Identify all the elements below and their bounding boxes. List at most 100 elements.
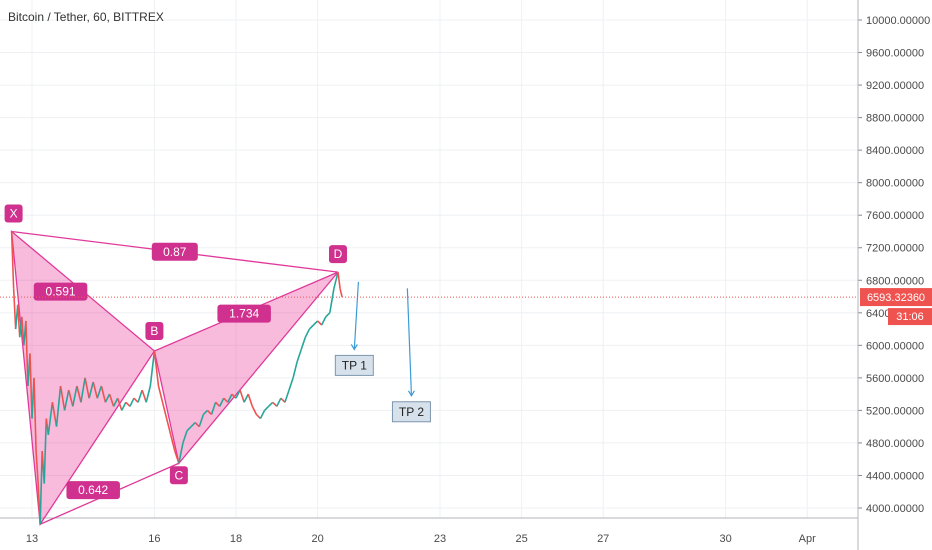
price-segment [210,402,217,415]
ratio-text: 0.642 [78,483,108,497]
price-segment [227,393,233,403]
price-segment [215,401,221,407]
annotations[interactable]: X B C D 0.87 0.591 1.734 0.642 6593.32360 31:06 TP… [0,204,932,500]
price-segment [153,350,160,387]
price-segment [251,405,258,415]
price-segment [304,328,311,338]
price-segment [100,385,107,403]
y-tick-label: 6800.00000 [866,275,924,287]
pattern-point-badge [169,466,188,485]
current-price-label: 6593.32360 [867,292,925,304]
x-tick-label: 13 [26,533,38,545]
price-segment [59,385,66,411]
x-tick-label: 25 [515,533,527,545]
y-tick-label: 4400.00000 [866,470,924,482]
price-axis[interactable]: 4000.00000 4400.00000 4800.00000 5200.00000… [857,0,930,550]
y-tick-label: 5600.00000 [866,373,924,385]
x-tick-label: 30 [719,533,731,545]
price-segment [169,434,176,452]
price-segment [312,320,319,326]
price-segment [161,402,168,419]
price-segment [10,231,15,289]
target-label: TP 1 [342,358,367,372]
x-tick-label: Apr [799,533,816,545]
y-tick-label: 6000.00000 [866,340,924,352]
price-segment [16,304,21,338]
pattern-point-b[interactable]: B [145,322,164,341]
price-segment [243,393,249,403]
pattern-point-badge [4,204,23,223]
price-segment [12,288,17,330]
price-segment [268,401,274,407]
price-segment [55,385,62,427]
grid [0,0,858,518]
pattern-point-x[interactable]: X [4,204,23,223]
price-segment [325,312,331,318]
price-segment [149,350,156,387]
target-box [391,401,431,423]
price-segment [116,397,123,411]
price-segment [231,393,237,399]
price-segment [29,353,33,419]
ratio-label[interactable]: 0.642 [66,481,120,500]
price-segment [235,389,241,399]
price-segment [308,324,315,330]
price-segment [104,393,111,403]
x-tick-label: 18 [230,533,242,545]
ratio-badge [151,242,198,261]
x-tick-label: 16 [148,533,160,545]
pattern-point-d[interactable]: D [329,245,347,264]
pattern-triangle-xab[interactable] [10,229,156,527]
price-segment [247,393,254,407]
y-tick-label: 10000.00000 [866,15,930,27]
y-tick-label: 9200.00000 [866,80,924,92]
price-segment [137,389,143,403]
price-segment [206,409,213,416]
pattern-point-badge [329,245,347,264]
pattern-point-badge [145,322,164,341]
price-segment [145,385,152,403]
pattern-point-label: B [150,324,158,338]
price-segment [317,320,323,326]
pattern-triangle-bcd[interactable] [153,271,339,465]
y-tick-label: 4000.00000 [866,503,924,515]
pattern-point-c[interactable]: C [169,466,188,485]
ratio-label[interactable]: 0.591 [33,282,88,301]
ratio-label[interactable]: 1.734 [217,304,271,323]
target-label: TP 2 [399,405,424,419]
ratio-text: 1.734 [229,307,259,321]
price-segment [67,389,74,407]
target-1[interactable]: TP 1 [334,281,374,376]
y-tick-label: 8000.00000 [866,178,924,190]
price-segment [51,402,58,427]
price-segment [133,397,139,403]
price-segment [157,385,164,403]
y-tick-label: 4800.00000 [866,438,924,450]
chart-title: Bitcoin / Tether, 60, BITTREX [8,10,164,24]
price-segment [333,271,339,289]
pattern-point-label: C [175,468,184,482]
price-segment [80,377,86,403]
ratio-label[interactable]: 0.87 [151,242,198,261]
price-segment [129,397,135,407]
price-segment [272,401,278,407]
price-segment [223,397,229,403]
price-segment [76,385,82,403]
harmonic-pattern[interactable] [10,229,339,527]
target-2[interactable]: TP 2 [391,288,431,423]
current-price-tag [860,288,932,307]
price-segment [125,401,131,407]
price-segment [259,410,266,419]
x-tick-label: 23 [434,533,446,545]
price-segment [43,418,48,484]
price-segment [339,288,343,298]
arrow-head-icon [407,390,415,397]
price-segment [25,320,29,387]
price-segment [92,381,99,399]
price-segment [194,422,200,428]
pattern-point-label: D [334,247,343,261]
time-axis[interactable]: 13 16 18 20 23 25 27 30 Apr [0,517,858,545]
price-segment [276,397,282,407]
ratio-badge [217,304,271,323]
